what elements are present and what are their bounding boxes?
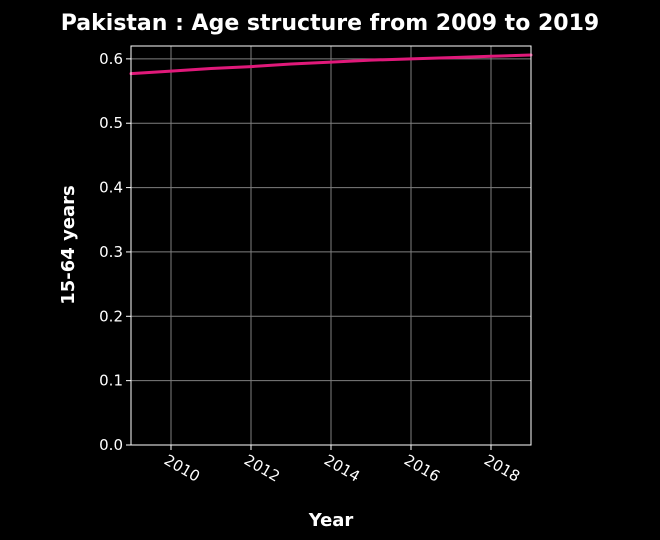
y-tick-label: 0.4 — [99, 179, 123, 197]
y-tick-label: 0.6 — [99, 50, 123, 68]
plot-frame — [130, 45, 532, 446]
grid — [131, 46, 531, 446]
axes — [126, 45, 532, 450]
y-tick-label: 0.5 — [99, 114, 123, 132]
y-axis-label: 15-64 years — [58, 185, 79, 305]
y-tick-label: 0.3 — [99, 243, 123, 261]
y-tick-label: 0.2 — [99, 307, 123, 325]
tick-labels: 2010 2012 2014 2016 2018 0.0 0.1 0.2 0.3 0.4 0.5 0.… — [99, 50, 523, 486]
series-layer — [129, 53, 533, 76]
x-tick-label: 2012 — [241, 451, 283, 486]
x-tick-label: 2016 — [401, 451, 443, 486]
y-tick-label: 0.0 — [99, 436, 123, 454]
chart-title: Pakistan : Age structure from 2009 to 20… — [61, 11, 599, 36]
series-line — [129, 53, 533, 76]
x-tick-label: 2018 — [481, 451, 523, 486]
x-tick-label: 2014 — [321, 451, 363, 486]
x-axis-label: Year — [308, 510, 354, 531]
x-tick-label: 2010 — [161, 451, 203, 486]
y-tick-label: 0.1 — [99, 372, 123, 390]
